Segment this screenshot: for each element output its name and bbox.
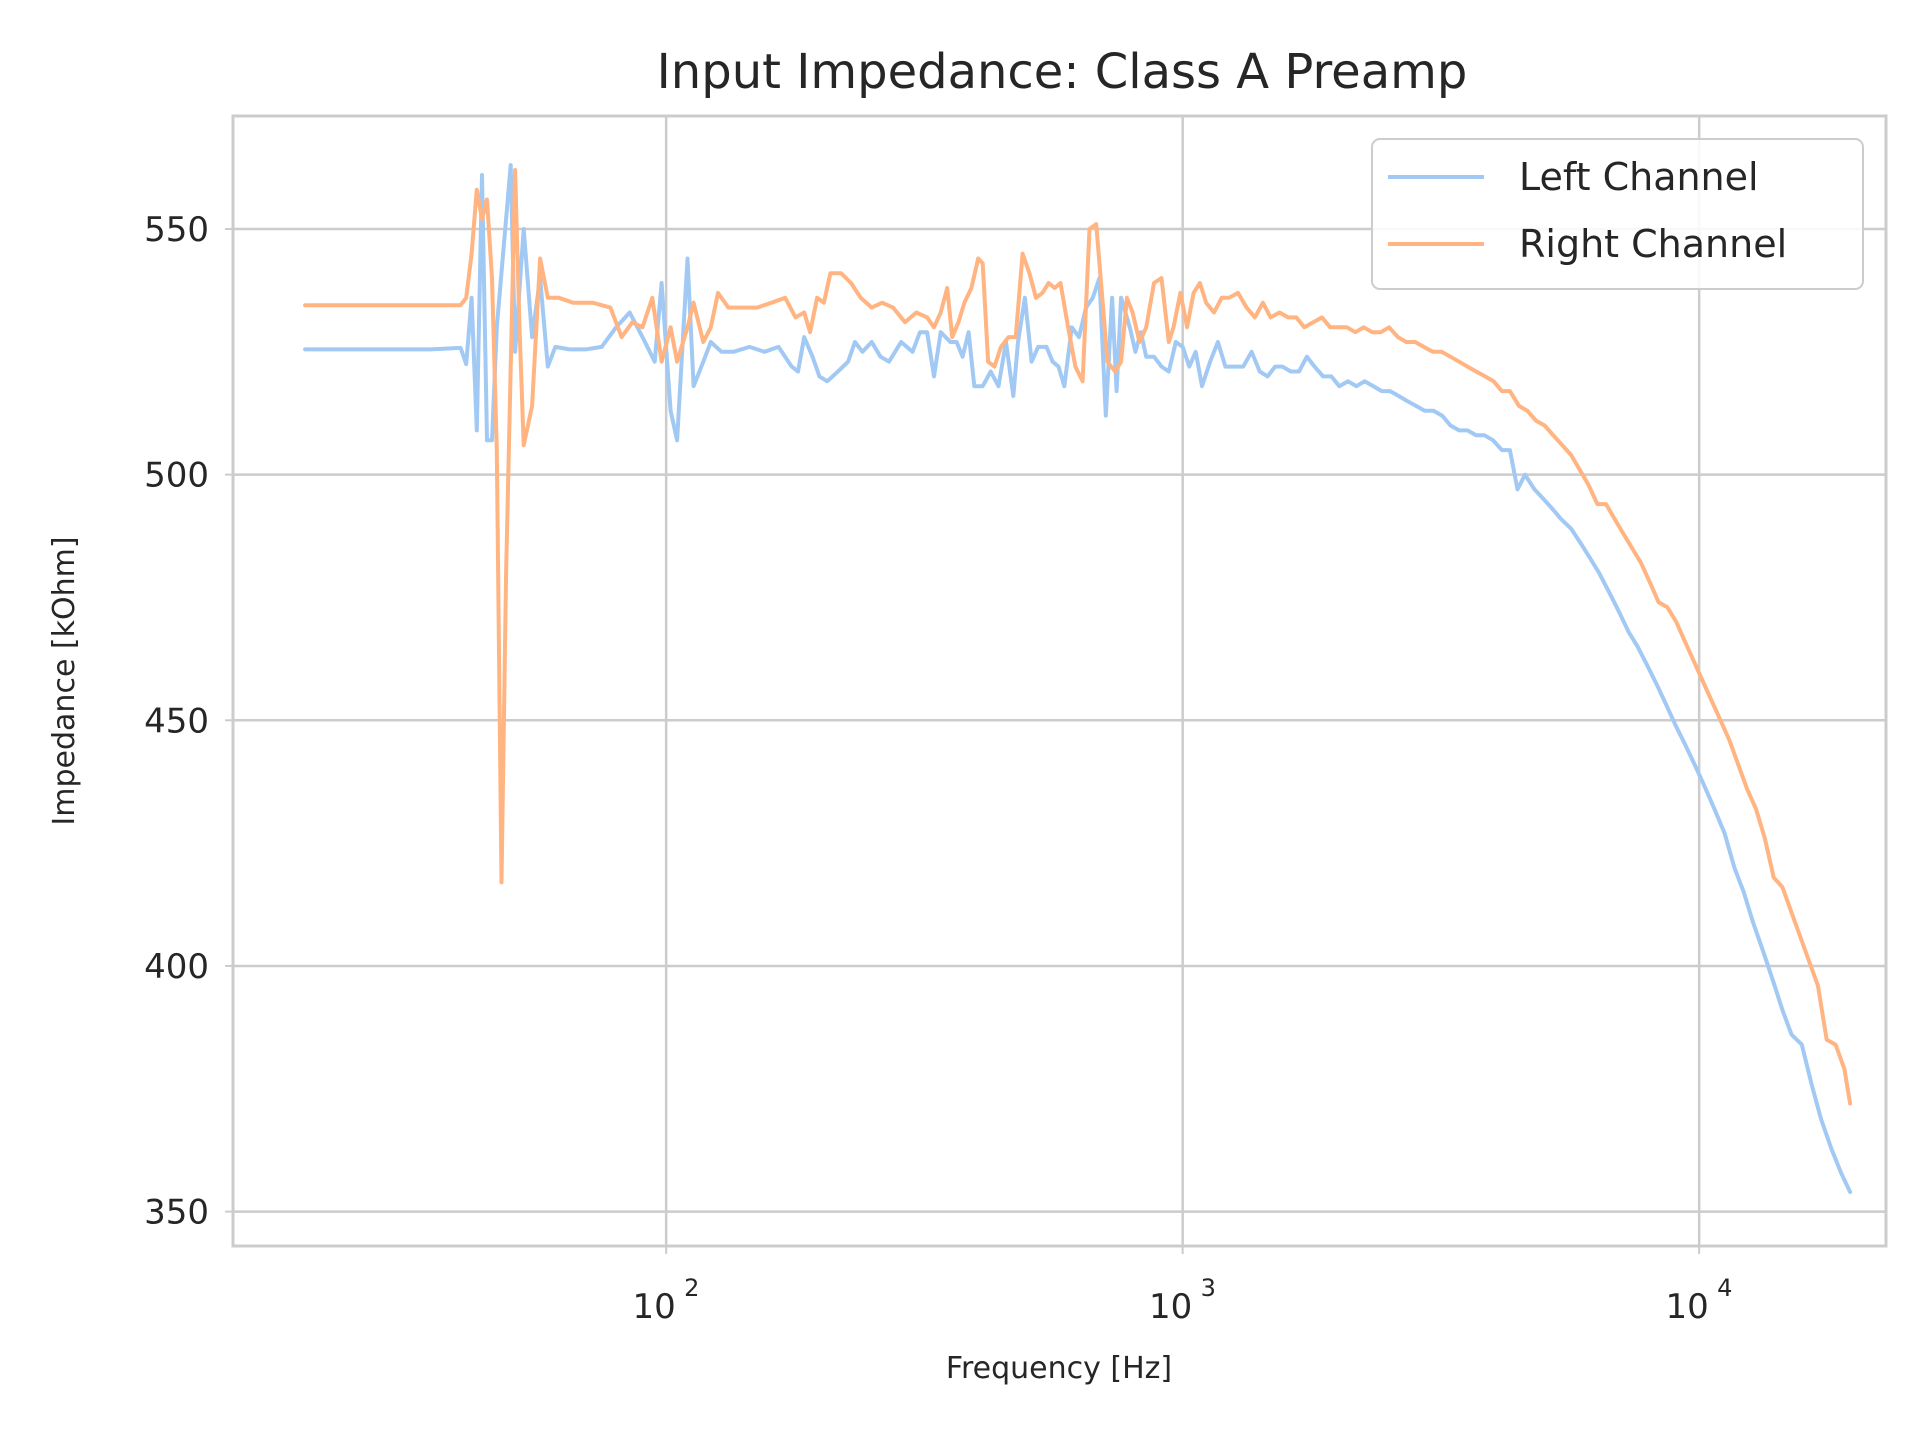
legend-box bbox=[1371, 138, 1864, 290]
y-axis-label: Impedance [kOhm] bbox=[47, 536, 82, 825]
y-tick-label: 500 bbox=[144, 456, 209, 496]
plot-frame bbox=[231, 114, 1888, 1248]
y-tick-label: 550 bbox=[144, 210, 209, 250]
y-tick-label: 400 bbox=[144, 947, 209, 987]
legend-label-left-channel: Left Channel bbox=[1519, 155, 1759, 199]
series-line-right-channel bbox=[303, 168, 1853, 1106]
x-tick-exponent: 3 bbox=[1201, 1274, 1216, 1302]
series-layer bbox=[303, 163, 1853, 1194]
legend-label-right-channel: Right Channel bbox=[1519, 222, 1787, 266]
x-tick-label: 10 bbox=[1666, 1287, 1709, 1327]
y-tick-label: 350 bbox=[144, 1193, 209, 1233]
x-tick-label: 10 bbox=[1149, 1287, 1192, 1327]
chart-title: Input Impedance: Class A Preamp bbox=[657, 44, 1468, 100]
x-axis-label: Frequency [Hz] bbox=[946, 1351, 1172, 1386]
x-ticks: 10 2 10 3 10 4 bbox=[633, 1246, 1732, 1327]
x-tick-exponent: 4 bbox=[1717, 1274, 1732, 1302]
y-ticks: 350 400 450 500 550 bbox=[144, 210, 233, 1233]
x-tick-exponent: 2 bbox=[684, 1274, 699, 1302]
x-tick-label: 10 bbox=[633, 1287, 676, 1327]
series-line-left-channel bbox=[303, 163, 1853, 1194]
legend: Left Channel Right Channel bbox=[1371, 138, 1864, 290]
y-tick-label: 450 bbox=[144, 701, 209, 741]
